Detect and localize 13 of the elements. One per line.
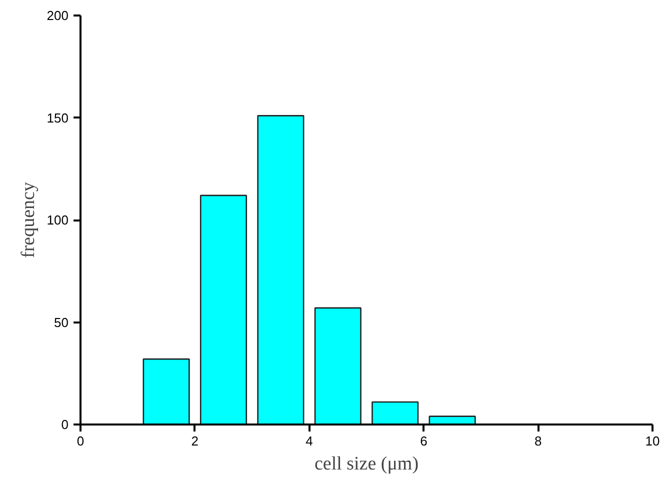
x-tick-label: 2 bbox=[191, 434, 199, 448]
x-axis-title: cell size (μm) bbox=[314, 454, 419, 474]
y-axis-title: frequency bbox=[18, 182, 39, 258]
y-tick-label: 100 bbox=[46, 212, 69, 228]
x-tick-label: 8 bbox=[534, 434, 542, 448]
x-tick-label: 0 bbox=[76, 434, 84, 448]
y-tick-label: 0 bbox=[61, 417, 69, 432]
y-tick-label: 200 bbox=[46, 8, 69, 23]
x-tick-label: 4 bbox=[306, 434, 313, 448]
x-tick-label: 10 bbox=[645, 434, 660, 448]
y-tick-label: 150 bbox=[46, 110, 69, 126]
x-tick-label: 6 bbox=[420, 434, 428, 448]
y-tick-label: 50 bbox=[54, 314, 69, 330]
